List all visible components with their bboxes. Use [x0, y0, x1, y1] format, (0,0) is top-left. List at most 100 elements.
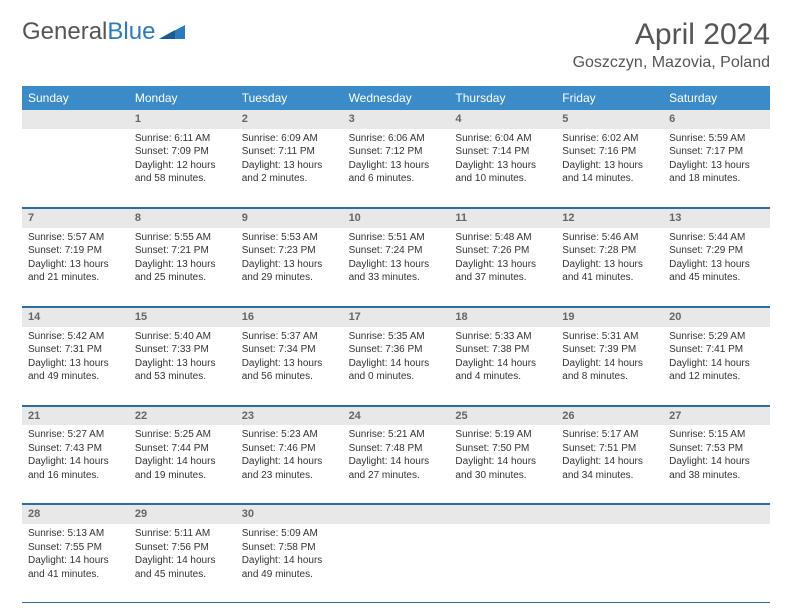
daylight-line2: and 0 minutes.	[349, 370, 444, 384]
day-number: 22	[129, 407, 236, 426]
sunrise-line: Sunrise: 5:17 AM	[562, 428, 657, 442]
day-cell: Sunrise: 5:11 AMSunset: 7:56 PMDaylight:…	[129, 524, 236, 602]
day-number: 2	[236, 110, 343, 129]
sunrise-line: Sunrise: 5:25 AM	[135, 428, 230, 442]
daylight-line: Daylight: 14 hours	[349, 357, 444, 371]
sunrise-line: Sunrise: 5:48 AM	[455, 231, 550, 245]
sunrise-line: Sunrise: 5:13 AM	[28, 527, 123, 541]
day-number: 25	[449, 407, 556, 426]
daylight-line: Daylight: 14 hours	[28, 554, 123, 568]
day-number: 21	[22, 407, 129, 426]
day-number: 16	[236, 308, 343, 327]
daylight-line: Daylight: 14 hours	[669, 455, 764, 469]
daylight-line: Daylight: 13 hours	[242, 357, 337, 371]
daynum-row: 78910111213	[22, 208, 770, 228]
sunrise-line: Sunrise: 5:15 AM	[669, 428, 764, 442]
day-cell	[449, 524, 556, 602]
day-number: 15	[129, 308, 236, 327]
daylight-line2: and 41 minutes.	[562, 271, 657, 285]
weekday-label: Monday	[129, 86, 236, 110]
sunset-line: Sunset: 7:16 PM	[562, 145, 657, 159]
sunset-line: Sunset: 7:28 PM	[562, 244, 657, 258]
sunrise-line: Sunrise: 5:53 AM	[242, 231, 337, 245]
daylight-line: Daylight: 14 hours	[242, 455, 337, 469]
daylight-line2: and 19 minutes.	[135, 469, 230, 483]
weekday-label: Tuesday	[236, 86, 343, 110]
sunrise-line: Sunrise: 6:02 AM	[562, 132, 657, 146]
daylight-line: Daylight: 14 hours	[28, 455, 123, 469]
sunset-line: Sunset: 7:38 PM	[455, 343, 550, 357]
day-number: 14	[22, 308, 129, 327]
daynum-row: 21222324252627	[22, 406, 770, 426]
daylight-line: Daylight: 13 hours	[135, 357, 230, 371]
sunrise-line: Sunrise: 5:59 AM	[669, 132, 764, 146]
daylight-line2: and 34 minutes.	[562, 469, 657, 483]
daylight-line2: and 45 minutes.	[135, 568, 230, 582]
day-cell: Sunrise: 5:17 AMSunset: 7:51 PMDaylight:…	[556, 425, 663, 503]
sunset-line: Sunset: 7:17 PM	[669, 145, 764, 159]
day-cell: Sunrise: 5:13 AMSunset: 7:55 PMDaylight:…	[22, 524, 129, 602]
day-number: 13	[663, 209, 770, 228]
sunrise-line: Sunrise: 6:04 AM	[455, 132, 550, 146]
sunrise-line: Sunrise: 5:44 AM	[669, 231, 764, 245]
day-cell: Sunrise: 5:55 AMSunset: 7:21 PMDaylight:…	[129, 228, 236, 306]
daylight-line: Daylight: 13 hours	[28, 258, 123, 272]
sunrise-line: Sunrise: 5:19 AM	[455, 428, 550, 442]
daylight-line: Daylight: 12 hours	[135, 159, 230, 173]
title-block: April 2024 Goszczyn, Mazovia, Poland	[573, 18, 770, 72]
daylight-line: Daylight: 14 hours	[455, 455, 550, 469]
sunrise-line: Sunrise: 5:29 AM	[669, 330, 764, 344]
day-cell: Sunrise: 5:35 AMSunset: 7:36 PMDaylight:…	[343, 327, 450, 405]
day-number: 18	[449, 308, 556, 327]
sunrise-line: Sunrise: 5:37 AM	[242, 330, 337, 344]
day-number	[343, 505, 450, 524]
sunrise-line: Sunrise: 6:06 AM	[349, 132, 444, 146]
daylight-line2: and 37 minutes.	[455, 271, 550, 285]
daylight-line: Daylight: 13 hours	[349, 159, 444, 173]
day-number: 24	[343, 407, 450, 426]
day-cell: Sunrise: 5:19 AMSunset: 7:50 PMDaylight:…	[449, 425, 556, 503]
sunset-line: Sunset: 7:21 PM	[135, 244, 230, 258]
day-number: 5	[556, 110, 663, 129]
day-number: 1	[129, 110, 236, 129]
weekday-label: Friday	[556, 86, 663, 110]
daylight-line2: and 41 minutes.	[28, 568, 123, 582]
sunset-line: Sunset: 7:39 PM	[562, 343, 657, 357]
sunset-line: Sunset: 7:46 PM	[242, 442, 337, 456]
brand-part1: General	[22, 18, 107, 46]
day-number	[556, 505, 663, 524]
sunrise-line: Sunrise: 5:21 AM	[349, 428, 444, 442]
daylight-line: Daylight: 13 hours	[349, 258, 444, 272]
day-cell: Sunrise: 5:37 AMSunset: 7:34 PMDaylight:…	[236, 327, 343, 405]
day-number: 12	[556, 209, 663, 228]
day-cell: Sunrise: 5:25 AMSunset: 7:44 PMDaylight:…	[129, 425, 236, 503]
daylight-line: Daylight: 13 hours	[242, 159, 337, 173]
day-cell: Sunrise: 5:40 AMSunset: 7:33 PMDaylight:…	[129, 327, 236, 405]
sunset-line: Sunset: 7:24 PM	[349, 244, 444, 258]
sunset-line: Sunset: 7:23 PM	[242, 244, 337, 258]
day-cell: Sunrise: 5:27 AMSunset: 7:43 PMDaylight:…	[22, 425, 129, 503]
daylight-line: Daylight: 14 hours	[562, 357, 657, 371]
daylight-line2: and 49 minutes.	[28, 370, 123, 384]
daylight-line2: and 23 minutes.	[242, 469, 337, 483]
sunrise-line: Sunrise: 5:09 AM	[242, 527, 337, 541]
daylight-line2: and 25 minutes.	[135, 271, 230, 285]
daylight-line2: and 56 minutes.	[242, 370, 337, 384]
day-cell	[22, 129, 129, 207]
day-cell: Sunrise: 5:09 AMSunset: 7:58 PMDaylight:…	[236, 524, 343, 602]
day-cell	[663, 524, 770, 602]
daylight-line: Daylight: 13 hours	[135, 258, 230, 272]
sunrise-line: Sunrise: 5:51 AM	[349, 231, 444, 245]
day-number: 27	[663, 407, 770, 426]
day-cell: Sunrise: 6:06 AMSunset: 7:12 PMDaylight:…	[343, 129, 450, 207]
day-number	[663, 505, 770, 524]
week-row: Sunrise: 6:11 AMSunset: 7:09 PMDaylight:…	[22, 129, 770, 207]
day-cell: Sunrise: 6:02 AMSunset: 7:16 PMDaylight:…	[556, 129, 663, 207]
daylight-line2: and 49 minutes.	[242, 568, 337, 582]
day-cell: Sunrise: 5:46 AMSunset: 7:28 PMDaylight:…	[556, 228, 663, 306]
sunrise-line: Sunrise: 5:11 AM	[135, 527, 230, 541]
weekday-label: Wednesday	[343, 86, 450, 110]
day-cell: Sunrise: 5:48 AMSunset: 7:26 PMDaylight:…	[449, 228, 556, 306]
week-row: Sunrise: 5:57 AMSunset: 7:19 PMDaylight:…	[22, 228, 770, 306]
sunrise-line: Sunrise: 5:42 AM	[28, 330, 123, 344]
